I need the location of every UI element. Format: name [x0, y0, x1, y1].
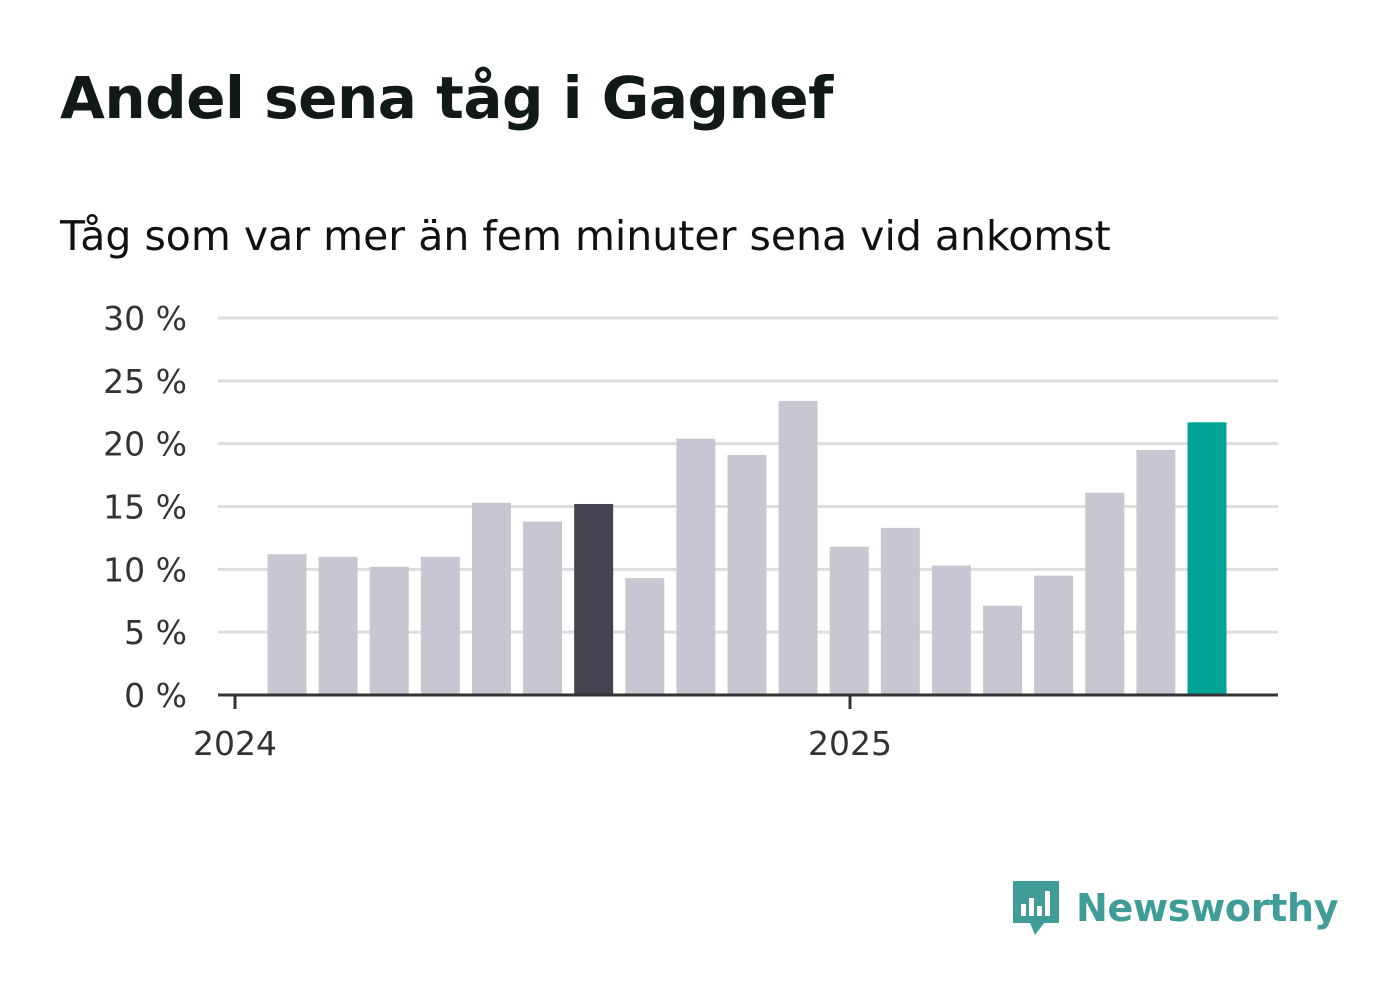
- bar: [625, 578, 665, 695]
- bar: [1085, 492, 1125, 695]
- chart-title: Andel sena tåg i Gagnef: [60, 64, 833, 132]
- x-axis: 2024 2025: [193, 693, 1278, 763]
- y-tick-label: 25 %: [103, 362, 187, 401]
- bar: [1187, 422, 1227, 695]
- bar: [727, 454, 767, 695]
- bar: [676, 438, 716, 695]
- x-tick-label: 2025: [808, 724, 892, 763]
- bar: [523, 521, 563, 695]
- bar: [1034, 575, 1074, 695]
- bar: [318, 556, 358, 695]
- brand-name: Newsworthy: [1076, 886, 1339, 930]
- bar: [983, 605, 1023, 695]
- bar: [574, 503, 614, 695]
- bar: [1136, 449, 1176, 695]
- bar: [420, 556, 460, 695]
- bars: [267, 400, 1227, 695]
- y-tick-label: 15 %: [103, 488, 187, 527]
- bar: [778, 400, 818, 695]
- bar: [267, 554, 307, 695]
- bar: [880, 527, 920, 695]
- bar: [931, 565, 971, 695]
- y-tick-label: 5 %: [124, 613, 187, 652]
- y-tick-label: 0 %: [124, 676, 187, 715]
- y-axis-ticks: 0 % 5 % 10 % 15 % 20 % 25 % 30 %: [103, 299, 187, 715]
- y-tick-label: 10 %: [103, 550, 187, 589]
- brand-logo: Newsworthy: [1010, 878, 1339, 938]
- bar: [829, 546, 869, 695]
- y-tick-label: 30 %: [103, 299, 187, 338]
- newsworthy-logo-icon: [1013, 881, 1059, 935]
- bar: [471, 502, 511, 695]
- x-tick-label: 2024: [193, 724, 277, 763]
- bar: [369, 566, 409, 695]
- chart-subtitle: Tåg som var mer än fem minuter sena vid …: [60, 212, 1111, 260]
- y-tick-label: 20 %: [103, 425, 187, 464]
